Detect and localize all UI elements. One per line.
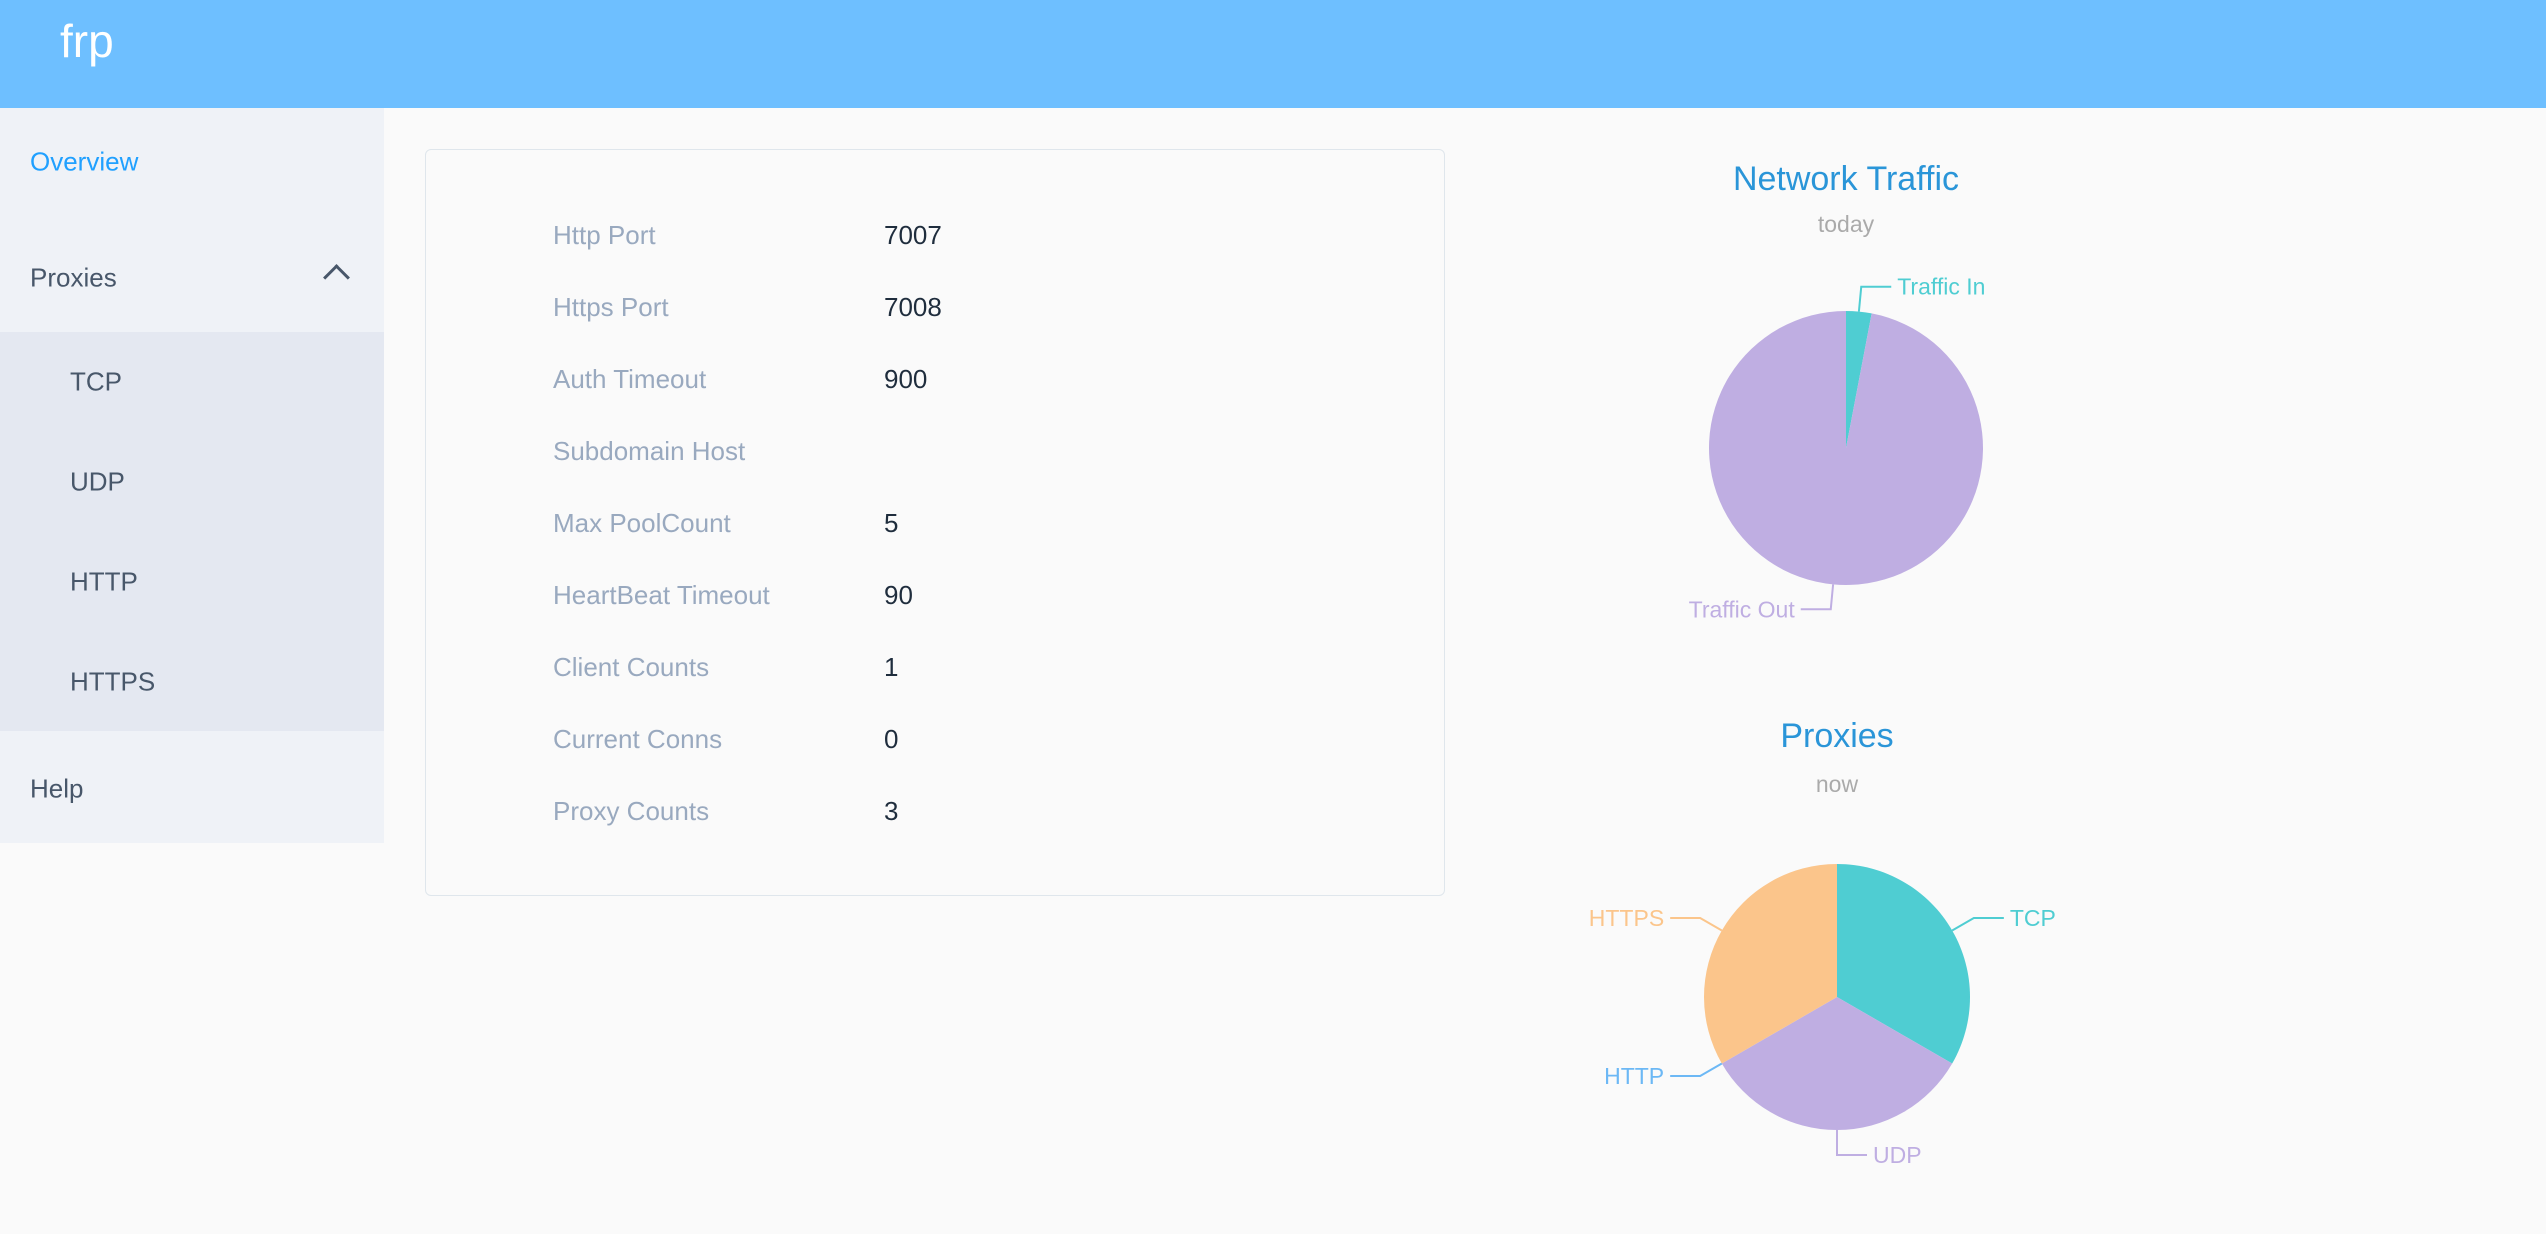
label-line	[1670, 917, 1723, 932]
sidebar-item-overview[interactable]: Overview	[0, 108, 384, 216]
sidebar-item-label: HTTP	[70, 566, 138, 597]
sidebar-item-label: TCP	[70, 366, 122, 397]
info-value: 7007	[884, 220, 942, 250]
sidebar-item-label: HTTPS	[70, 666, 156, 697]
top-header: frp	[0, 0, 2546, 108]
chart-subtitle: today	[1818, 211, 1875, 237]
sidebar-item-https[interactable]: HTTPS	[0, 632, 384, 732]
sidebar-item-http[interactable]: HTTP	[0, 532, 384, 632]
pie-label: HTTP	[1604, 1063, 1664, 1089]
chart-title: Network Traffic	[1733, 160, 1959, 198]
chart-subtitle: now	[1816, 771, 1859, 797]
info-label: Https Port	[553, 292, 669, 322]
info-row: Https Port 7008	[426, 292, 1444, 332]
chart-title: Proxies	[1780, 717, 1893, 755]
info-row: Max PoolCount 5	[426, 508, 1444, 548]
info-value: 3	[884, 796, 899, 826]
info-value: 90	[884, 580, 913, 610]
label-line	[1800, 584, 1835, 611]
server-info-card: Http Port 7007 Https Port 7008 Auth Timeout 9…	[425, 149, 1445, 896]
brand-logo[interactable]: frp	[60, 15, 114, 67]
pie-label: Traffic Out	[1689, 596, 1796, 622]
pie-label: HTTPS	[1589, 905, 1664, 931]
info-label: Http Port	[553, 220, 656, 250]
info-row: Auth Timeout 900	[426, 364, 1444, 404]
sidebar-item-label: Overview	[30, 146, 139, 177]
pie-slice-tcp	[1837, 864, 1970, 1064]
info-row: Subdomain Host	[426, 436, 1444, 476]
label-line	[1857, 285, 1892, 312]
info-label: Subdomain Host	[553, 436, 746, 466]
info-value: 0	[884, 724, 899, 754]
label-line	[1670, 1062, 1723, 1077]
sidebar-item-label: Proxies	[30, 262, 117, 293]
info-value: 1	[884, 652, 899, 682]
label-line	[1951, 917, 2004, 932]
info-label: Current Conns	[553, 724, 723, 754]
pie-label: UDP	[1873, 1142, 1922, 1168]
sidebar: Overview Proxies TCP UDP HTTP HTTPS Help	[0, 108, 384, 843]
pie-label: Traffic In	[1897, 274, 1985, 300]
sidebar-item-label: Help	[30, 773, 84, 804]
info-label: Max PoolCount	[553, 508, 731, 538]
info-label: Client Counts	[553, 652, 710, 682]
pie-slice-https	[1704, 864, 1837, 1064]
info-label: Auth Timeout	[553, 364, 707, 394]
info-row: Http Port 7007	[426, 220, 1444, 260]
sidebar-item-proxies[interactable]: Proxies	[0, 224, 384, 332]
pie-slice-traffic-out	[1709, 311, 1983, 585]
pie-label: TCP	[2010, 905, 2056, 931]
info-row: Proxy Counts 3	[426, 796, 1444, 836]
info-value: 5	[884, 508, 899, 538]
proxies-submenu: TCP UDP HTTP HTTPS	[0, 332, 384, 731]
info-label: HeartBeat Timeout	[553, 580, 770, 610]
info-value: 900	[884, 364, 928, 394]
sidebar-item-help[interactable]: Help	[0, 735, 384, 843]
label-line	[1836, 1130, 1867, 1156]
info-value: 7008	[884, 292, 942, 322]
info-row: Client Counts 1	[426, 652, 1444, 692]
sidebar-item-label: UDP	[70, 466, 125, 497]
pie-slice-traffic-in	[1846, 311, 1872, 448]
sidebar-item-udp[interactable]: UDP	[0, 432, 384, 532]
info-label: Proxy Counts	[553, 796, 710, 826]
info-row: Current Conns 0	[426, 724, 1444, 764]
info-row: HeartBeat Timeout 90	[426, 580, 1444, 620]
sidebar-item-tcp[interactable]: TCP	[0, 332, 384, 432]
